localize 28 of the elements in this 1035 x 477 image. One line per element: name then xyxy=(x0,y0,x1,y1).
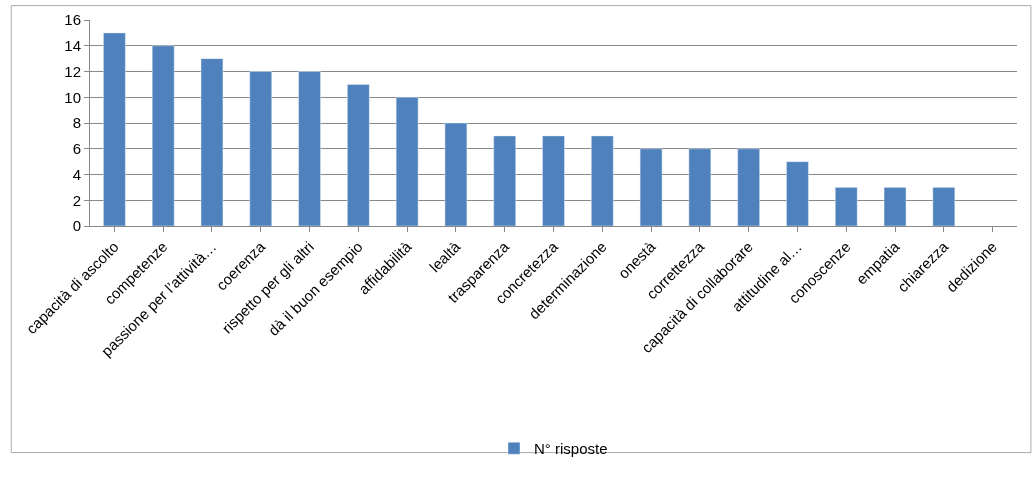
bar xyxy=(151,45,175,226)
bar xyxy=(103,32,126,226)
bar xyxy=(737,148,760,226)
bar xyxy=(444,122,468,226)
y-tick-label: 4 xyxy=(72,165,81,183)
bar xyxy=(298,71,321,226)
bar xyxy=(591,135,614,226)
bar xyxy=(786,161,809,226)
bar xyxy=(835,187,858,226)
y-tick-label: 2 xyxy=(72,191,81,209)
y-tick-label: 8 xyxy=(72,114,81,132)
bar xyxy=(249,71,272,226)
y-tick-label: 0 xyxy=(72,217,81,235)
bar xyxy=(639,148,663,226)
bar xyxy=(493,135,516,226)
y-tick-label: 12 xyxy=(64,62,81,80)
legend-label: N° risposte xyxy=(534,440,608,458)
y-tick-label: 14 xyxy=(64,37,81,54)
bar xyxy=(932,187,956,226)
bar xyxy=(200,58,224,226)
bar xyxy=(883,187,907,226)
bar xyxy=(347,84,370,226)
bar xyxy=(395,97,419,226)
y-tick-label: 10 xyxy=(64,88,81,106)
y-tick-label: 6 xyxy=(72,140,81,157)
y-tick-label: 16 xyxy=(64,11,81,29)
bar xyxy=(542,135,565,226)
bar xyxy=(688,148,712,226)
